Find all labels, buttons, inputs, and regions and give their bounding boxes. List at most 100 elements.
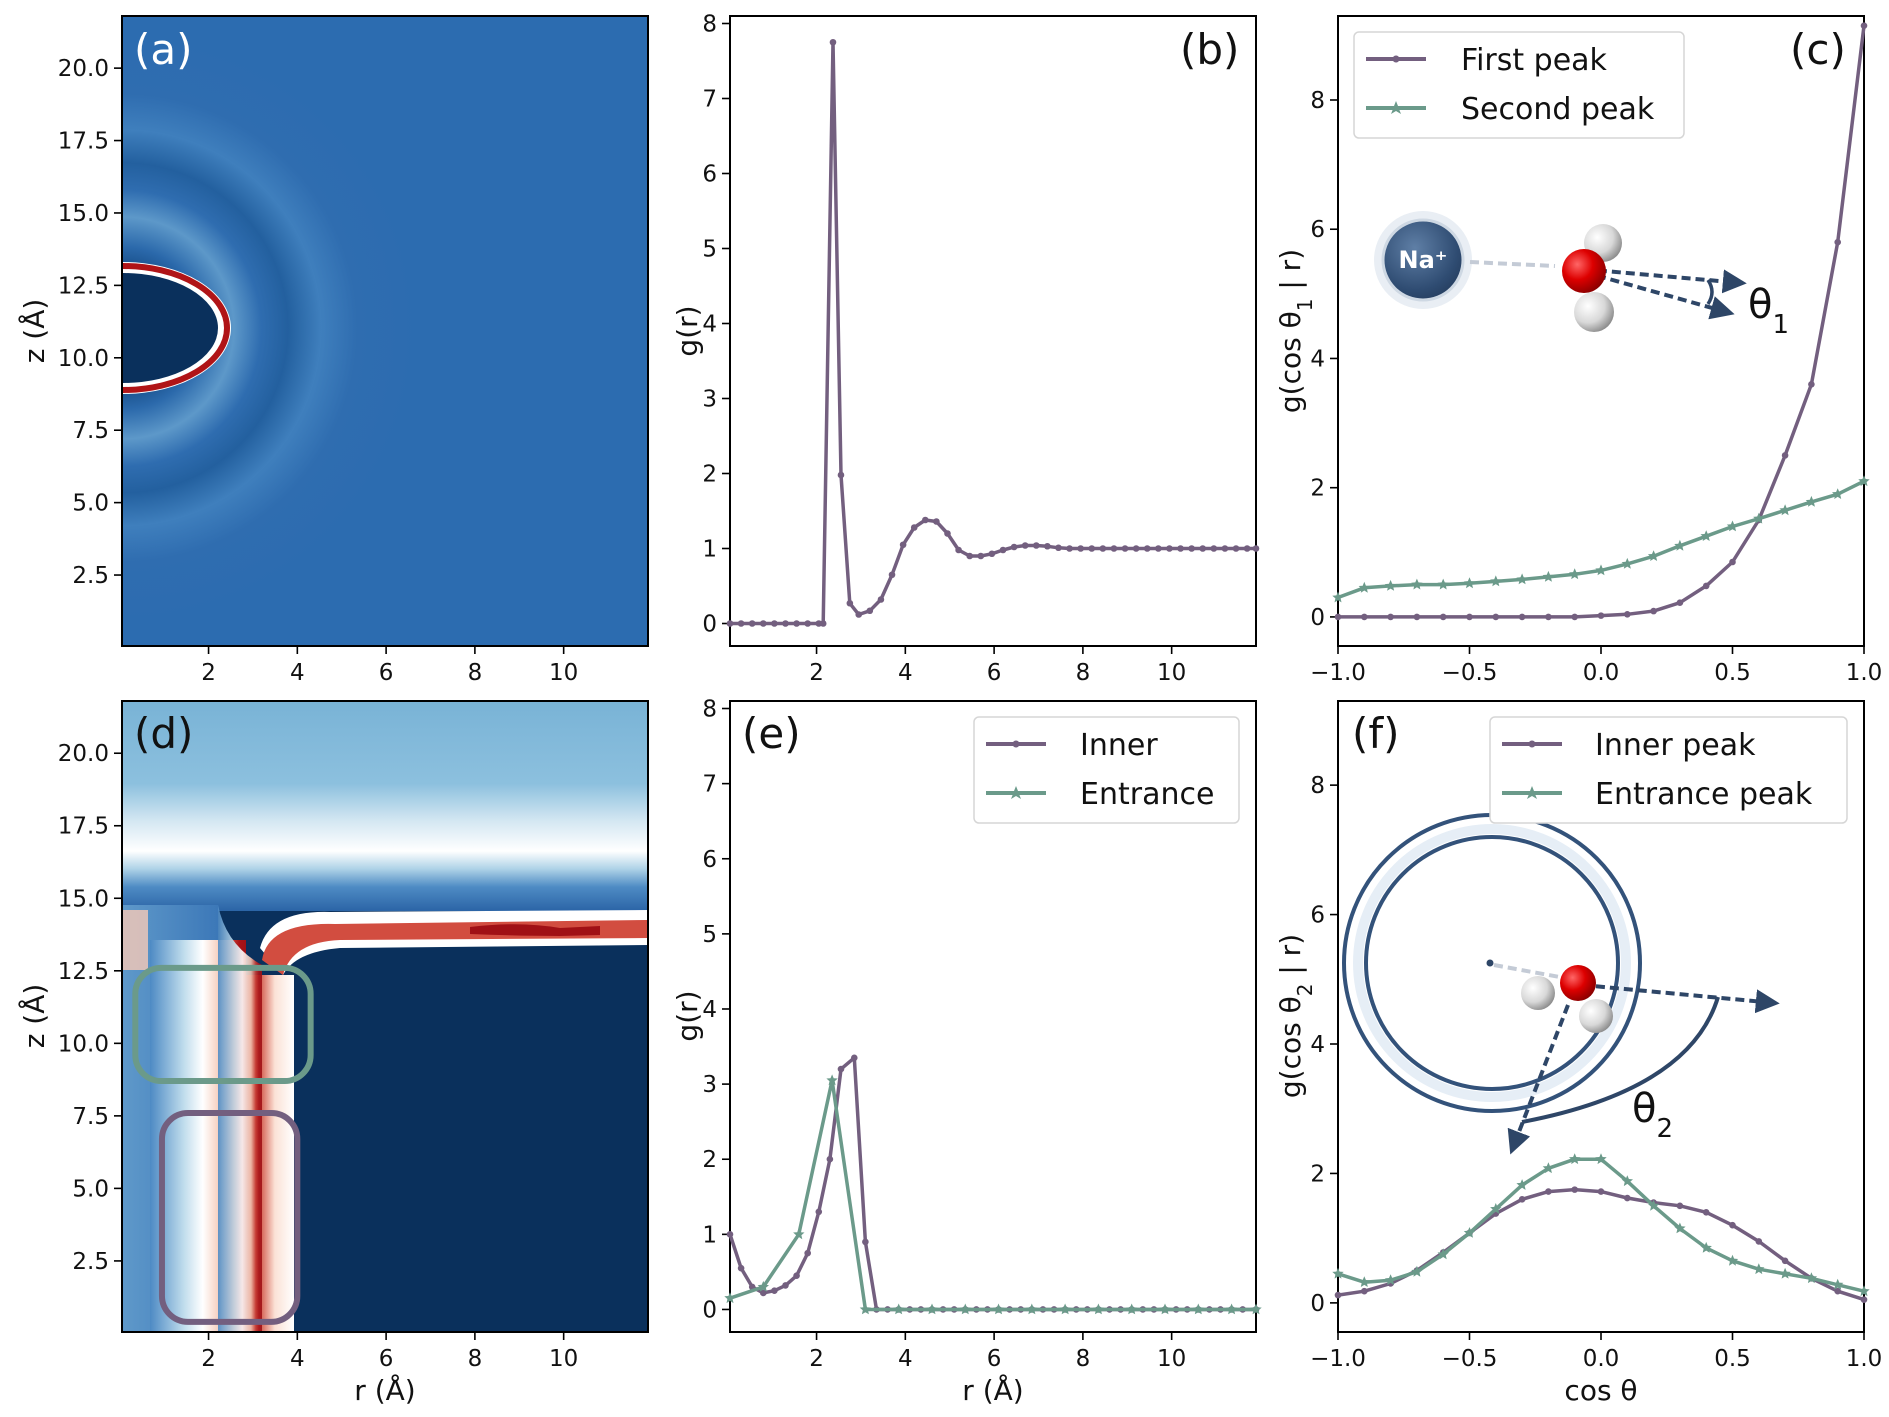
water-f-hydrogen-1 (1521, 976, 1555, 1010)
panel-c-point-first-peak-7 (1518, 613, 1526, 621)
panel-c-point-first-peak-3 (1413, 613, 1421, 621)
panel-d-ytick-label-1: 5.0 (72, 1176, 109, 1202)
panel-d-corner-hotspot (122, 910, 148, 970)
panel-f-legend-label-1: Inner peak (1595, 728, 1756, 763)
panel-f-point-entrance-peak-12 (1647, 1199, 1660, 1211)
panel-a-solvation-shells (122, 28, 423, 628)
panel-f-point-entrance-peak-11 (1621, 1175, 1633, 1187)
panel-c-xtick-label-1: −0.5 (1442, 660, 1498, 686)
water-f-oxygen (1560, 965, 1596, 1001)
panel-d-xlabel: r (Å) (354, 1373, 415, 1407)
panel-b-point-g-r--40 (1155, 545, 1162, 552)
panel-c-point-first-peak-0 (1334, 613, 1342, 621)
panel-b-axes: 2 4 6 8 10 0 1 2 3 4 5 6 7 8 (702, 12, 1186, 687)
na-ion-sphere (1381, 218, 1465, 302)
panel-c-point-first-peak-17 (1781, 452, 1789, 459)
panel-f-point-entrance-peak-20 (1858, 1285, 1870, 1297)
water-hydrogen-2 (1574, 292, 1614, 332)
water-dipole-arrow-f (1507, 1004, 1570, 1155)
panel-e-plot (724, 1054, 1262, 1315)
panel-b-xtick-label-2: 6 (987, 660, 1002, 686)
panel-d-surface-band (122, 851, 648, 911)
panel-c-point-second-peak-3 (1411, 578, 1423, 590)
ion-water-dashed-line (1469, 260, 1556, 268)
panel-a-heatmap (122, 16, 648, 646)
panel-c-point-second-peak-2 (1384, 579, 1397, 591)
panel-e-ytick-label-8: 8 (702, 697, 717, 723)
panel-f-xtick-label-4: 1.0 (1846, 1346, 1883, 1372)
panel-e-ytick-label-0: 0 (702, 1297, 717, 1323)
panel-f-label: (f) (1352, 709, 1400, 758)
panel-e-point-entrance-4 (859, 1303, 872, 1315)
panel-b-ytick-label-8: 8 (702, 12, 717, 38)
panel-b-ytick-label-7: 7 (702, 87, 717, 113)
panel-b-xtick-label-3: 8 (1076, 660, 1091, 686)
panel-b-ytick-label-4: 4 (702, 312, 717, 338)
panel-e-xtick-label-1: 4 (898, 1346, 913, 1372)
panel-f-xtick-label-0: −1.0 (1310, 1346, 1366, 1372)
panel-b-xtick-label-0: 2 (809, 660, 824, 686)
panel-f: −1.0 −0.5 0.0 0.5 1.0 0 2 4 6 8 θ2 (f) g(cos θ2 |… (1274, 700, 1883, 1407)
panel-f-legend-marker-1 (1528, 740, 1536, 748)
panel-f-point-entrance-peak-13 (1674, 1222, 1686, 1234)
panel-b-point-g-r--39 (1143, 545, 1151, 552)
panel-f-legend-label-2: Entrance peak (1595, 777, 1813, 812)
channel-axis-point (1486, 959, 1494, 967)
panel-e-point-entrance-5 (893, 1303, 905, 1315)
panel-a-ytick-label-2: 7.5 (72, 418, 109, 444)
panel-c-point-first-peak-1 (1361, 613, 1368, 621)
panel-d-box-inner (158, 1109, 301, 1325)
panel-c-point-second-peak-17 (1779, 504, 1791, 516)
panel-c-point-second-peak-16 (1753, 512, 1765, 524)
panel-d-xtick-label-3: 8 (468, 1346, 483, 1372)
panel-d-heatmap (122, 701, 648, 1332)
panel-d-surface-red-dark (470, 924, 600, 936)
panel-c: −1.0 −0.5 0.0 0.5 1.0 0 2 4 6 8 (c) g(cos θ1 | r)… (1274, 15, 1882, 686)
panel-c-point-first-peak-4 (1439, 613, 1447, 621)
panel-f-xtick-label-1: −0.5 (1442, 1346, 1498, 1372)
panel-f-xtick-label-3: 0.5 (1714, 1346, 1751, 1372)
panel-d-xtick-label-2: 6 (379, 1346, 394, 1372)
panel-e-ytick-label-1: 1 (702, 1222, 717, 1248)
panel-f-point-inner-peak-16 (1755, 1238, 1763, 1245)
panel-e: 2 4 6 8 10 0 1 2 3 4 5 6 7 8 (e) g(r) r (Å) Inner Ent… (671, 697, 1262, 1407)
panel-f-point-entrance-peak-3 (1411, 1265, 1423, 1277)
panel-e-point-entrance-2 (793, 1228, 805, 1240)
panel-a-cavity (122, 273, 218, 383)
axis-water-dashed-line (1493, 963, 1566, 980)
panel-e-point-inner-9 (826, 1155, 834, 1163)
panel-c-point-second-peak-18 (1805, 495, 1818, 507)
panel-e-point-entrance-1 (757, 1280, 769, 1292)
panel-f-point-entrance-peak-17 (1779, 1267, 1791, 1279)
panel-b-frame (729, 15, 1257, 647)
panel-e-axes: 2 4 6 8 10 0 1 2 3 4 5 6 7 8 (702, 697, 1186, 1372)
panel-f-xtick-label-2: 0.0 (1583, 1346, 1620, 1372)
panel-c-ytick-label-2: 4 (1310, 346, 1325, 372)
panel-e-legend-label-1: Inner (1080, 728, 1158, 763)
panel-e-point-inner-6 (793, 1272, 800, 1279)
panel-c-point-first-peak-13 (1676, 599, 1684, 607)
panel-b-ytick-label-1: 1 (702, 537, 717, 563)
panel-b-point-g-r--4 (771, 620, 778, 627)
panel-a-ytick-label-1: 5.0 (72, 491, 109, 517)
channel-ring-inner (1364, 835, 1620, 1091)
panel-b-point-g-r--11 (837, 471, 845, 479)
panel-f-point-inner-peak-0 (1334, 1291, 1342, 1299)
panel-b-point-g-r--32 (1066, 545, 1073, 552)
panel-a: 2 4 6 8 10 2.5 5.0 7.5 10.0 12.5 15.0 17.5 20.0 (a) (58, 15, 649, 686)
na-ion-label: Na⁺ (1399, 246, 1448, 274)
panel-e-legend-marker-2 (1009, 786, 1023, 799)
panel-b-point-g-r--6 (793, 620, 800, 627)
panel-c-point-first-peak-12 (1650, 607, 1657, 615)
theta2-label: θ2 (1632, 1086, 1673, 1144)
panel-b-point-g-r--26 (999, 546, 1007, 554)
panel-b-series-g-r- (730, 40, 1256, 626)
panel-e-point-entrance-14 (1192, 1303, 1204, 1315)
panel-d-ytick-label-5: 15.0 (58, 886, 109, 912)
panel-b-point-g-r--18 (910, 524, 918, 531)
panel-e-point-inner-12 (862, 1238, 869, 1246)
panel-d-frame (121, 700, 649, 1333)
panel-e-legend-marker-1 (1012, 740, 1020, 748)
panel-c-point-second-peak-14 (1700, 530, 1712, 541)
